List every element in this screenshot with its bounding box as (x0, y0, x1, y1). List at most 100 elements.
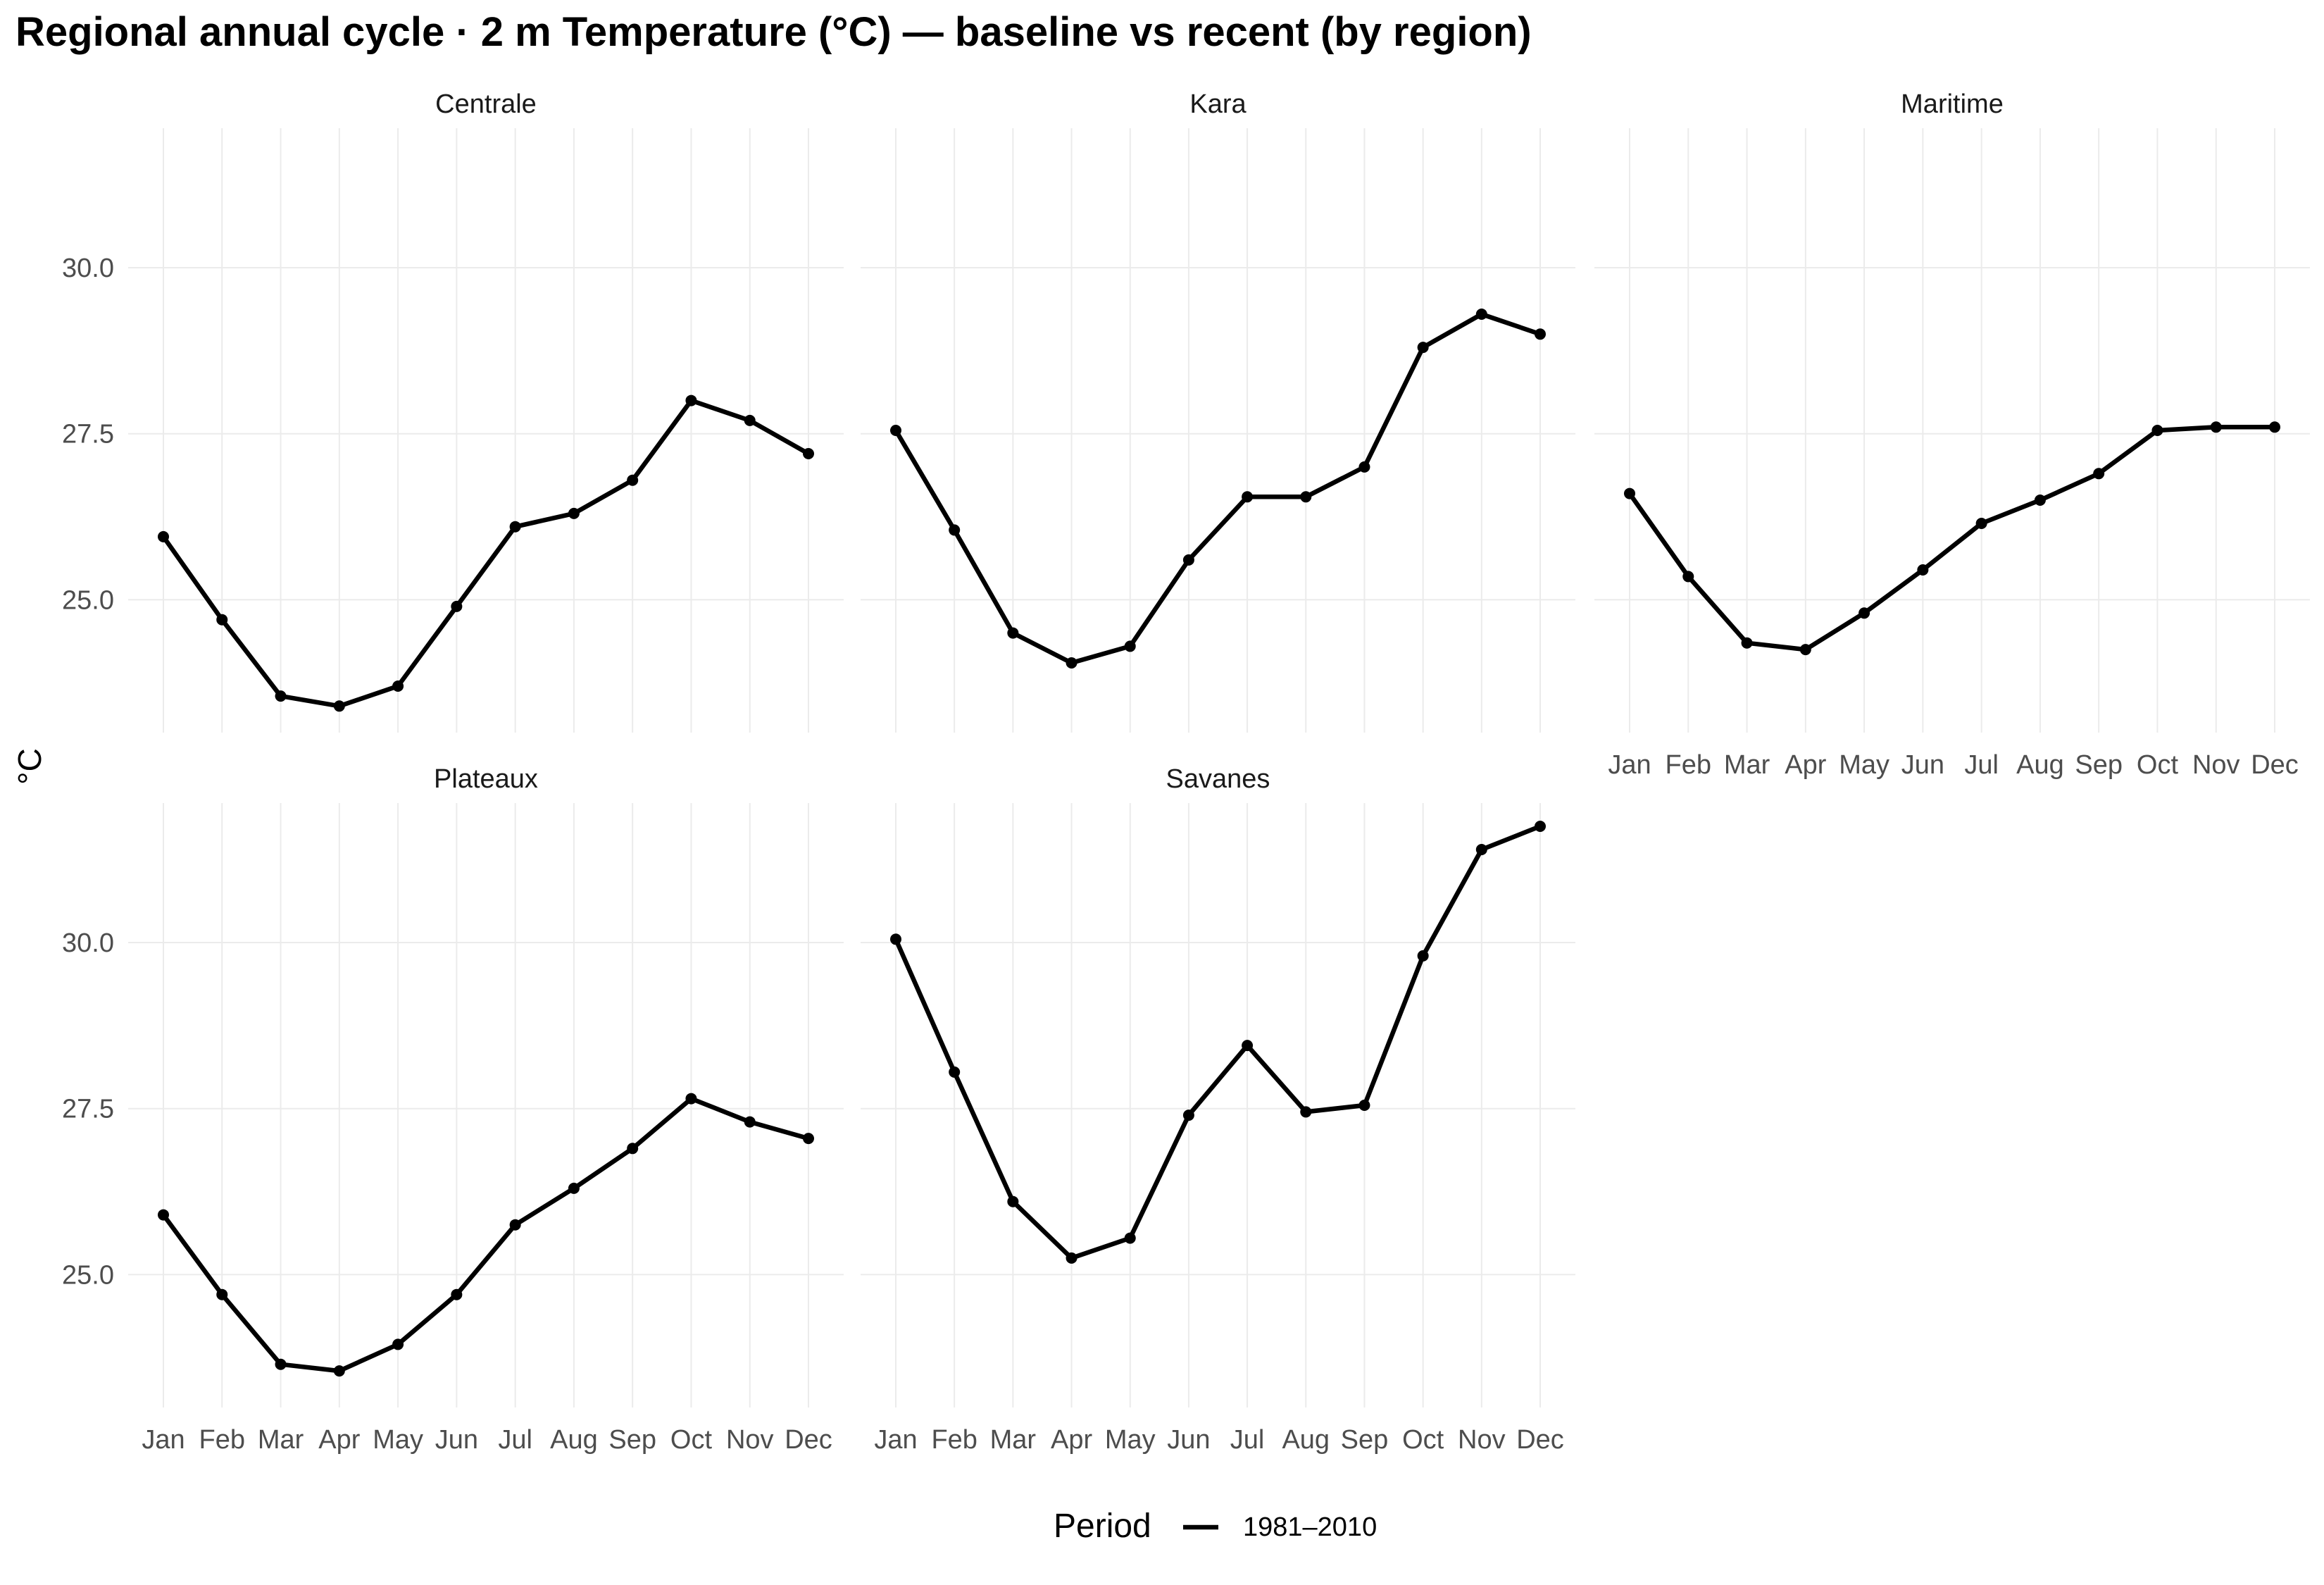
facet-panel: Centrale 25.0 27.5 30.0 (62, 89, 844, 733)
data-point (1741, 637, 1753, 649)
data-point (1535, 328, 1546, 340)
x-tick-label: Oct (2137, 750, 2179, 780)
data-point (333, 1365, 345, 1377)
data-point (1358, 461, 1370, 473)
data-point (568, 1182, 580, 1194)
x-tick-label: Nov (726, 1425, 774, 1455)
data-point (1066, 657, 1077, 669)
data-point (803, 1133, 814, 1145)
data-point (1682, 571, 1694, 583)
x-tick-label: Apr (1785, 750, 1826, 780)
legend-entry: 1981–2010 (1243, 1512, 1377, 1542)
x-tick-label: May (373, 1425, 423, 1455)
series-line (893, 311, 1543, 666)
data-point (949, 524, 961, 536)
data-point (392, 1338, 404, 1350)
data-point (1182, 554, 1194, 566)
y-tick-label: 30.0 (62, 928, 114, 958)
x-tick-label: Apr (1051, 1425, 1092, 1455)
x-tick-label: Jun (1167, 1425, 1210, 1455)
data-point (1624, 487, 1635, 499)
facet-panel: Plateaux 25.0 27.5 30.0 Jan Feb Mar Apr May Jun Ju… (62, 764, 844, 1455)
x-tick-label: Sep (608, 1425, 656, 1455)
series-line (161, 1096, 811, 1374)
data-point (890, 933, 901, 945)
data-point (1358, 1100, 1370, 1111)
series-line (1627, 425, 2278, 652)
facet-strip-label: Savanes (1166, 764, 1270, 794)
x-tick-label: Aug (1282, 1425, 1330, 1455)
data-point (2093, 468, 2105, 480)
y-axis-label: °C (11, 748, 48, 785)
data-point (216, 1288, 228, 1300)
data-point (744, 1116, 756, 1128)
facet-panel: Kara (861, 89, 1575, 733)
x-tick-label: Jan (874, 1425, 917, 1455)
data-point (1535, 821, 1546, 832)
x-tick-label: Jul (498, 1425, 532, 1455)
y-tick-label: 25.0 (62, 585, 114, 615)
data-point (1417, 950, 1429, 962)
x-tick-label: Mar (1724, 750, 1770, 780)
data-point (509, 1219, 521, 1231)
x-tick-label: Sep (2075, 750, 2123, 780)
y-tick-label: 30.0 (62, 254, 114, 283)
data-point (2269, 421, 2280, 433)
data-point (2210, 421, 2222, 433)
legend: Period 1981–2010 (1054, 1508, 1377, 1545)
data-point (1799, 644, 1811, 656)
facet-strip-label: Centrale (435, 89, 537, 119)
data-point (803, 448, 814, 459)
data-point (2034, 495, 2046, 506)
x-tick-label: May (1105, 1425, 1156, 1455)
x-tick-label: Jun (1901, 750, 1944, 780)
x-tick-label: Jun (435, 1425, 478, 1455)
data-point (1182, 1110, 1194, 1121)
data-point (1300, 1106, 1312, 1118)
data-point (1124, 640, 1136, 652)
x-tick-label: Mar (258, 1425, 304, 1455)
x-tick-label: Feb (199, 1425, 245, 1455)
data-point (275, 690, 287, 702)
data-point (1007, 627, 1019, 639)
data-point (1475, 309, 1487, 320)
data-point (1917, 564, 1929, 576)
data-point (158, 530, 169, 542)
data-point (216, 614, 228, 626)
x-tick-label: May (1839, 750, 1889, 780)
chart-title: Regional annual cycle · 2 m Temperature … (15, 9, 1532, 55)
y-tick-label: 27.5 (62, 420, 114, 449)
data-point (1007, 1195, 1019, 1207)
x-tick-label: Dec (785, 1425, 832, 1455)
data-point (1300, 491, 1312, 503)
data-point (1475, 844, 1487, 855)
x-tick-label: Jan (1608, 750, 1651, 780)
x-tick-label: Mar (990, 1425, 1037, 1455)
data-point (392, 680, 404, 692)
x-tick-label: Oct (670, 1425, 713, 1455)
data-point (1858, 607, 1870, 619)
data-point (451, 600, 463, 612)
data-point (509, 521, 521, 533)
data-point (744, 414, 756, 426)
data-point (333, 700, 345, 712)
y-tick-label: 27.5 (62, 1095, 114, 1124)
data-point (1242, 491, 1254, 503)
data-point (1417, 342, 1429, 354)
data-point (1242, 1040, 1254, 1052)
x-tick-label: Feb (931, 1425, 977, 1455)
x-tick-label: Dec (2251, 750, 2299, 780)
data-point (1975, 518, 1987, 529)
data-point (685, 1093, 697, 1105)
x-tick-label: Nov (2192, 750, 2240, 780)
data-point (1124, 1232, 1136, 1244)
data-point (949, 1066, 961, 1078)
x-tick-label: Jul (1230, 1425, 1265, 1455)
x-tick-label: Aug (2016, 750, 2064, 780)
data-point (275, 1358, 287, 1370)
facet-panel: Savanes Jan Feb Mar Apr May Jun Jul Aug Sep Oct Nov… (861, 764, 1575, 1455)
x-tick-label: Jul (1964, 750, 1999, 780)
x-tick-label: Aug (550, 1425, 598, 1455)
